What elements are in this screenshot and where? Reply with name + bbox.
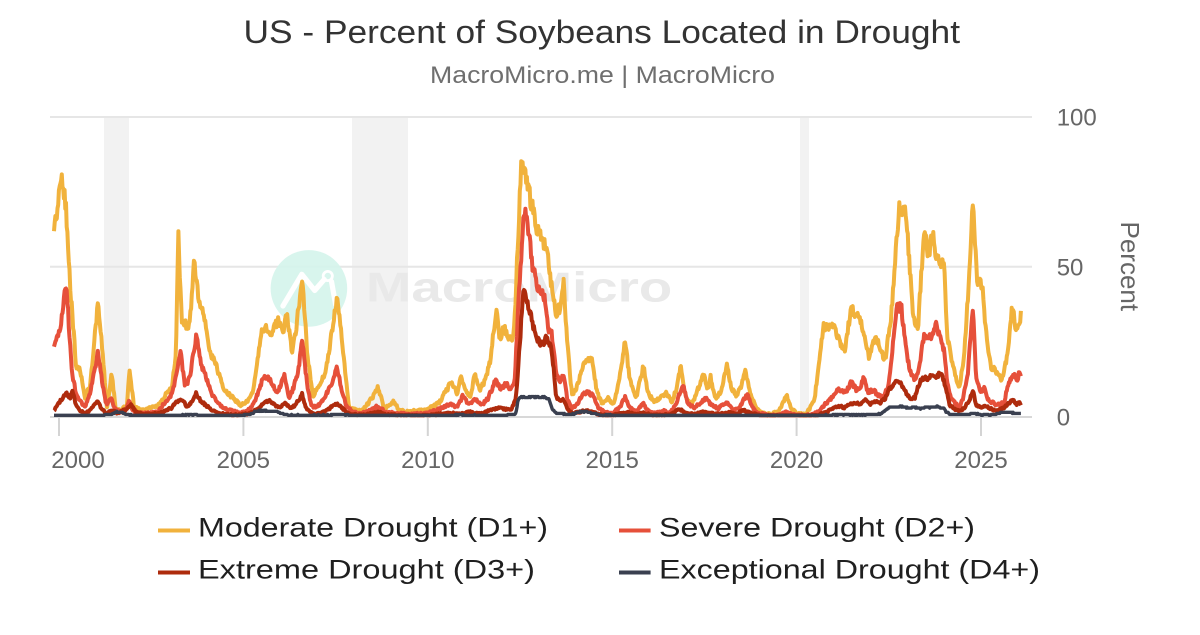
svg-text:Extreme Drought (D3+): Extreme Drought (D3+) — [198, 555, 535, 585]
svg-text:Percent: Percent — [1115, 221, 1145, 311]
svg-text:MacroMicro.me | MacroMicro: MacroMicro.me | MacroMicro — [430, 62, 775, 89]
svg-text:Exceptional Drought (D4+): Exceptional Drought (D4+) — [659, 555, 1040, 585]
svg-text:0: 0 — [1057, 405, 1070, 432]
svg-text:Severe Drought (D2+): Severe Drought (D2+) — [659, 513, 975, 543]
svg-text:US - Percent of Soybeans Locat: US - Percent of Soybeans Located in Drou… — [244, 14, 961, 50]
svg-text:2025: 2025 — [954, 447, 1007, 474]
svg-text:100: 100 — [1057, 105, 1097, 132]
svg-text:2015: 2015 — [586, 447, 639, 474]
svg-text:2010: 2010 — [401, 447, 454, 474]
svg-text:2005: 2005 — [217, 447, 270, 474]
svg-text:50: 50 — [1057, 255, 1084, 282]
svg-text:2020: 2020 — [770, 447, 823, 474]
svg-text:Moderate Drought (D1+): Moderate Drought (D1+) — [198, 513, 548, 543]
svg-text:2000: 2000 — [51, 447, 104, 474]
